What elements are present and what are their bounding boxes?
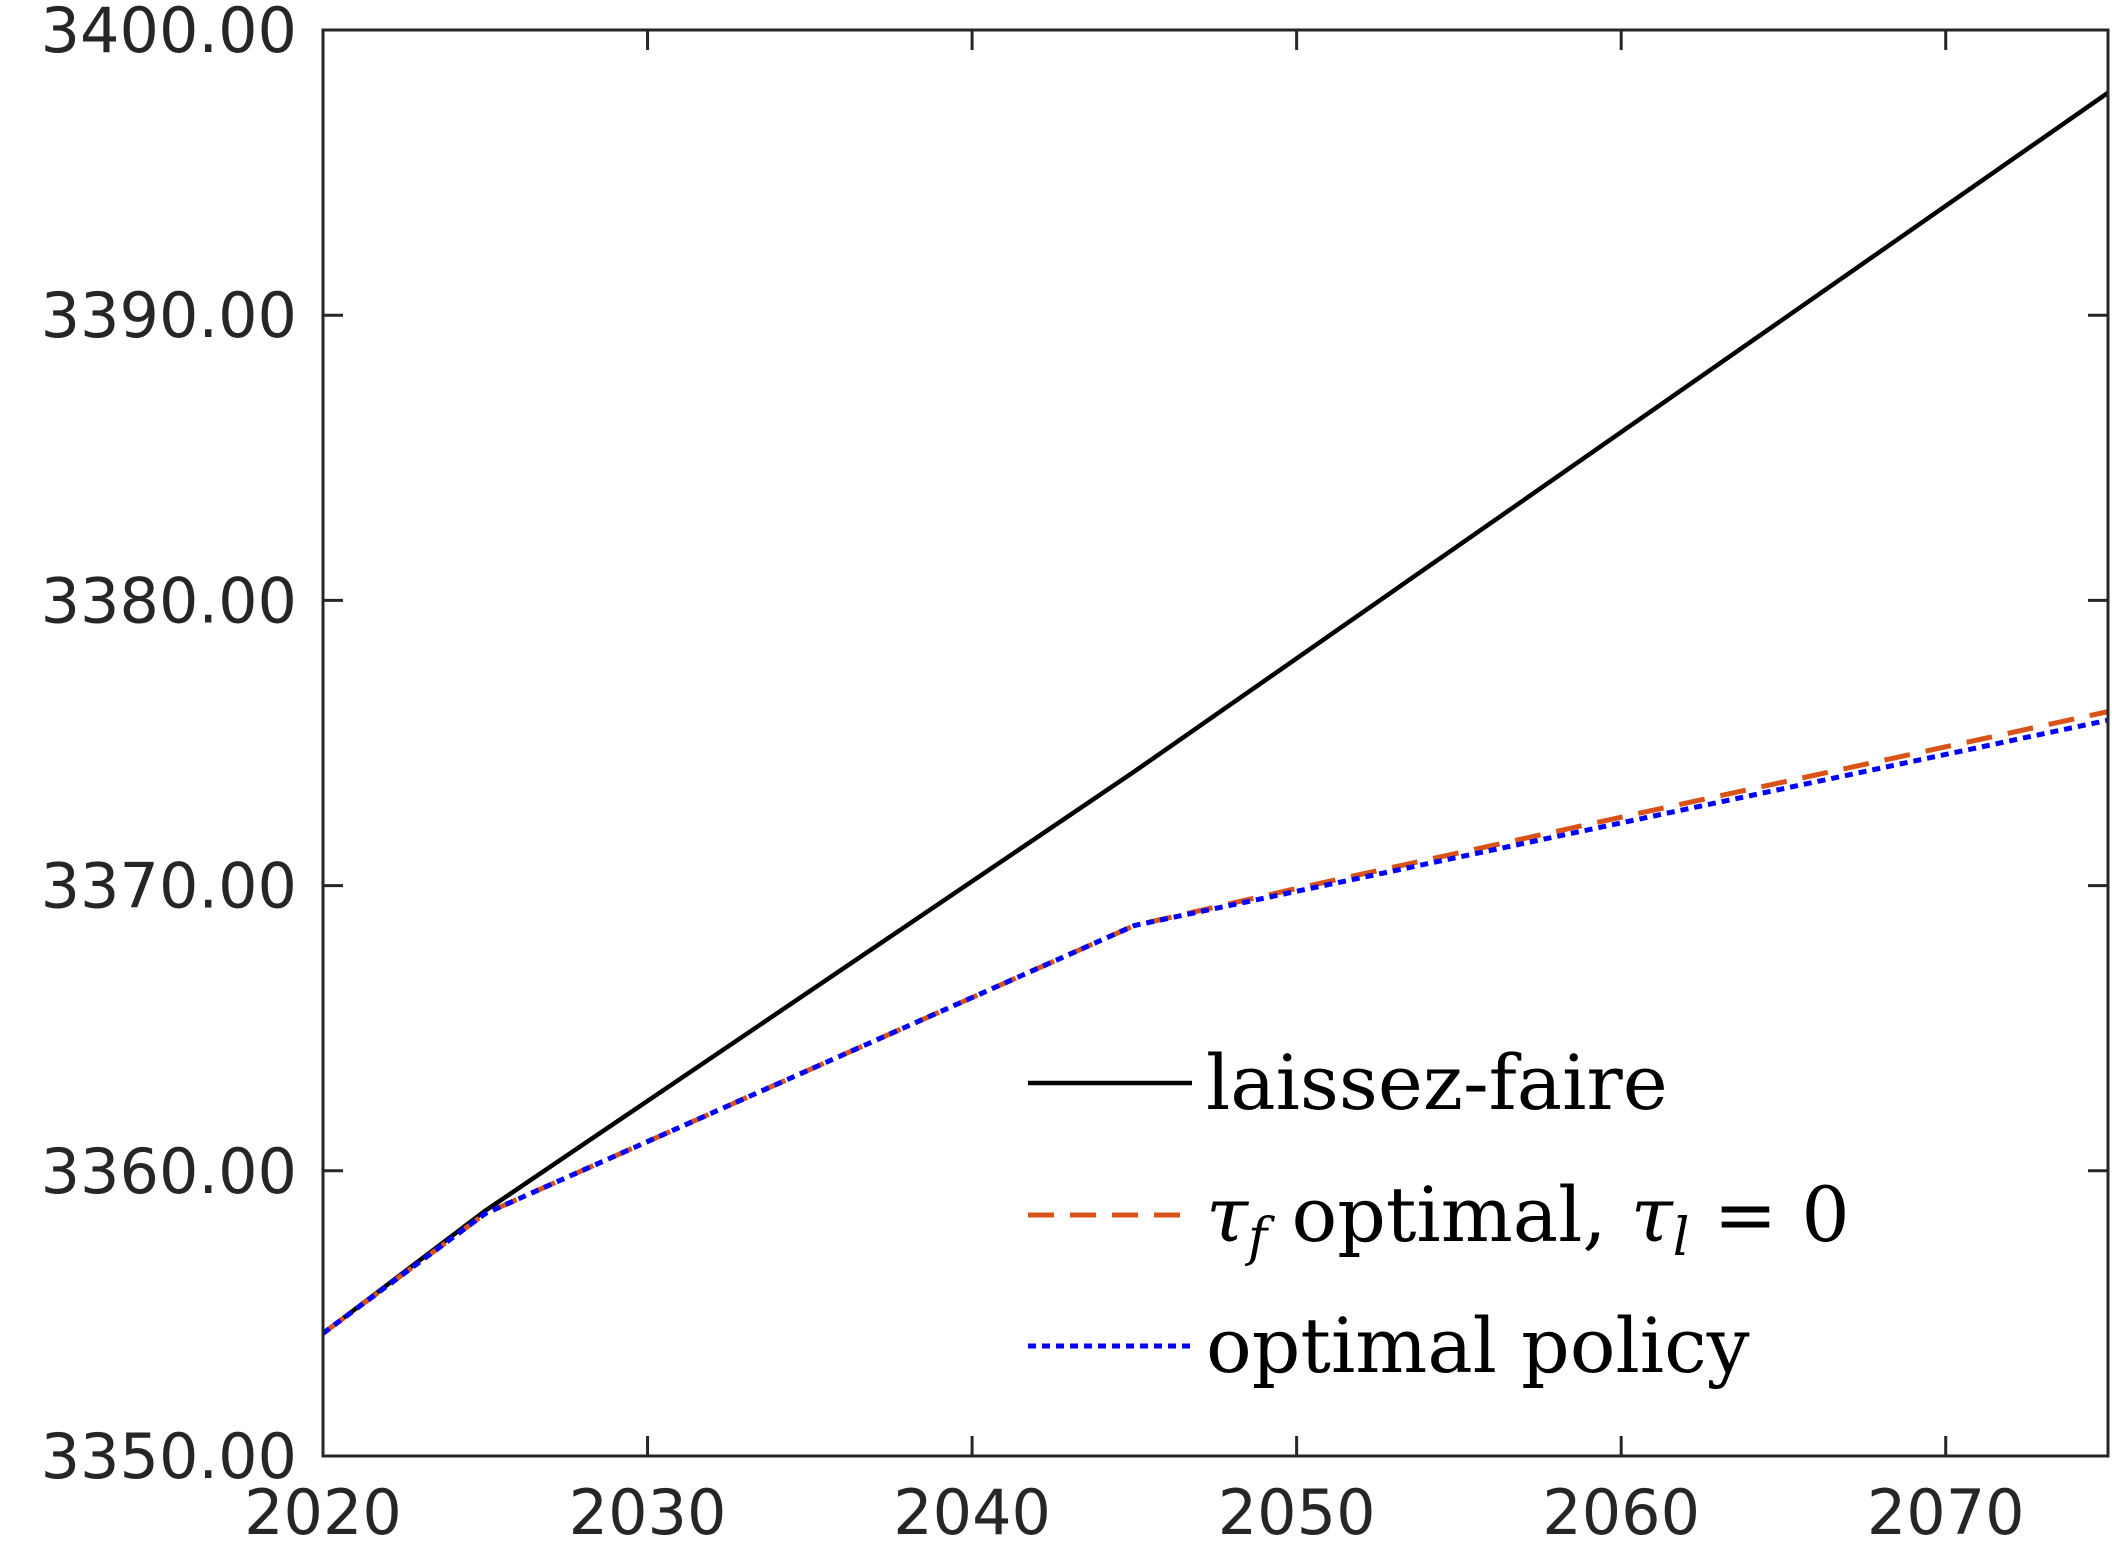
legend-optimal-text: optimal, (1267, 1170, 1630, 1259)
legend: laissez-faire τf optimal, τl = 0 optimal… (1028, 1038, 1850, 1390)
x-tick-label: 2030 (569, 1476, 727, 1549)
plot-frame (321, 28, 2110, 1458)
y-tick-label: 3400.00 (41, 0, 297, 67)
y-tick-label: 3350.00 (41, 1420, 297, 1493)
series-layer (321, 90, 2110, 1336)
series-line-2 (321, 717, 2109, 1336)
y-tick-label: 3390.00 (41, 279, 297, 352)
y-tick-label: 3370.00 (41, 850, 297, 923)
x-tick-label: 2040 (893, 1476, 1051, 1549)
legend-tau-symbol-2: τ (1631, 1170, 1675, 1259)
legend-equals-zero: = 0 (1689, 1170, 1849, 1259)
legend-tau-symbol: τ (1206, 1170, 1250, 1259)
y-tick-label: 3360.00 (41, 1135, 297, 1208)
legend-label-tau-f-optimal: τf optimal, τl = 0 (1206, 1170, 1850, 1268)
x-tick-label: 2050 (1218, 1476, 1376, 1549)
x-tick-label: 2020 (244, 1476, 402, 1549)
ticks-layer: 2020 2030 2040 2050 2060 2070 3350.00 3360.00 33… (41, 0, 2108, 1549)
x-tick-label: 2070 (1867, 1476, 2025, 1549)
legend-label-laissez-faire: laissez-faire (1206, 1038, 1668, 1127)
legend-subscript-l: l (1673, 1208, 1690, 1268)
series-line-0 (321, 90, 2110, 1336)
y-tick-label: 3380.00 (41, 564, 297, 637)
x-tick-label: 2060 (1542, 1476, 1700, 1549)
legend-label-optimal-policy: optimal policy (1206, 1301, 1750, 1390)
